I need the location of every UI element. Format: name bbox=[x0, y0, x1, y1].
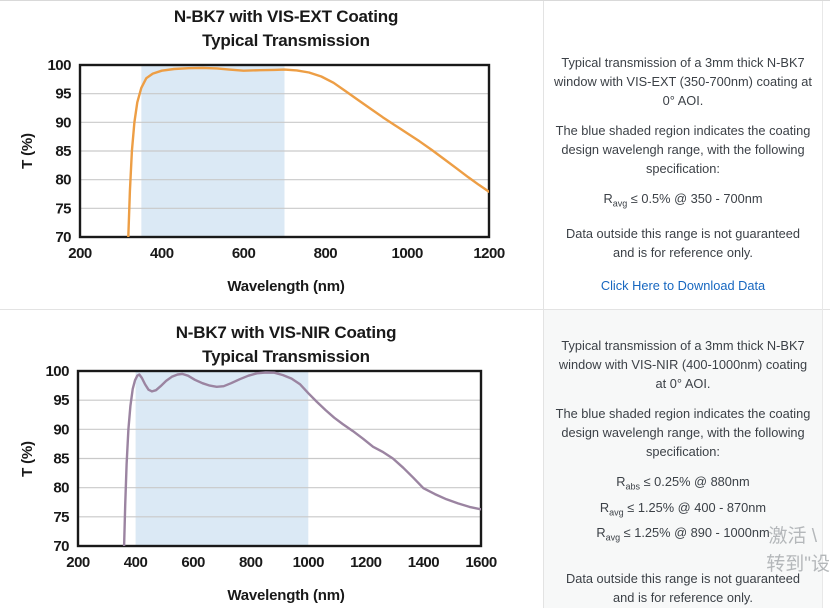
plot-border bbox=[78, 63, 491, 239]
spec-line: Ravg ≤ 1.25% @ 890 - 1000nm bbox=[596, 525, 770, 543]
panel-disclaimer: Data outside this range is not guarantee… bbox=[565, 570, 801, 605]
x-tick-label: 200 bbox=[66, 554, 90, 571]
chart-section-vis-ext: N-BK7 with VIS-EXT Coating Typical Trans… bbox=[0, 1, 543, 309]
x-tick-label: 1400 bbox=[408, 554, 440, 571]
chart-title-line1: N-BK7 with VIS-NIR Coating bbox=[175, 323, 397, 342]
y-tick-label: 80 bbox=[55, 172, 71, 189]
chart-section-vis-nir: N-BK7 with VIS-NIR Coating Typical Trans… bbox=[0, 309, 543, 608]
right-edge-divider bbox=[822, 1, 823, 608]
x-tick-label: 600 bbox=[232, 245, 256, 262]
download-data-link[interactable]: Click Here to Download Data bbox=[600, 277, 766, 293]
y-tick-label: 100 bbox=[45, 363, 69, 380]
spec-line: Ravg ≤ 0.5% @ 350 - 700nm bbox=[603, 191, 763, 209]
vis-nir-transmission-chart: 200 400 600 800 1000 1200 1400 1600 70 75 80 85 90 95… bbox=[45, 363, 497, 571]
x-tick-label: 1600 bbox=[465, 554, 497, 571]
panel-band-note: The blue shaded region indicates the coa… bbox=[555, 123, 811, 176]
y-tick-label: 70 bbox=[53, 538, 69, 555]
x-tick-label: 1200 bbox=[350, 554, 382, 571]
x-tick-label: 1000 bbox=[392, 245, 424, 262]
chart-title-vis-nir: N-BK7 with VIS-NIR Coating Typical Trans… bbox=[30, 321, 542, 369]
x-tick-label: 200 bbox=[68, 245, 92, 262]
horizontal-divider bbox=[0, 309, 830, 310]
x-tick-label: 400 bbox=[150, 245, 174, 262]
panel-description: Typical transmission of a 3mm thick N-BK… bbox=[554, 55, 812, 108]
plot-border bbox=[76, 369, 483, 548]
y-tick-label: 85 bbox=[55, 143, 71, 160]
y-tick-label: 75 bbox=[53, 509, 69, 526]
x-tick-label: 600 bbox=[181, 554, 205, 571]
y-axis-label: T (%) bbox=[19, 441, 36, 477]
y-tick-label: 95 bbox=[55, 86, 71, 103]
x-tick-label: 400 bbox=[124, 554, 148, 571]
y-tick-label: 100 bbox=[47, 57, 71, 74]
y-tick-label: 95 bbox=[53, 392, 69, 409]
y-tick-label: 70 bbox=[55, 229, 71, 246]
y-tick-label: 75 bbox=[55, 200, 71, 217]
y-tick-label: 80 bbox=[53, 480, 69, 497]
panel-band-note: The blue shaded region indicates the coa… bbox=[555, 406, 811, 459]
chart-title-line1: N-BK7 with VIS-EXT Coating bbox=[173, 7, 399, 26]
panel-description: Typical transmission of a 3mm thick N-BK… bbox=[558, 338, 808, 391]
x-axis-label: Wavelength (nm) bbox=[227, 278, 345, 295]
x-tick-label: 800 bbox=[239, 554, 263, 571]
info-panel-vis-nir: Typical transmission of a 3mm thick N-BK… bbox=[544, 309, 822, 608]
transmission-curve bbox=[127, 66, 489, 237]
x-tick-label: 800 bbox=[314, 245, 338, 262]
y-tick-label: 90 bbox=[53, 421, 69, 438]
chart-title-line2: Typical Transmission bbox=[202, 347, 370, 366]
panel-disclaimer: Data outside this range is not guarantee… bbox=[565, 225, 801, 260]
chart-title-line2: Typical Transmission bbox=[202, 31, 370, 50]
x-tick-label: 1000 bbox=[293, 554, 325, 571]
y-tick-label: 85 bbox=[53, 451, 69, 468]
vis-ext-transmission-chart: 200 400 600 800 1000 1200 70 75 80 85 90 95 100 bbox=[47, 57, 505, 262]
transmission-curve bbox=[122, 371, 481, 546]
spec-line: Rabs ≤ 0.25% @ 880nm bbox=[616, 474, 750, 492]
y-axis-label: T (%) bbox=[19, 133, 36, 169]
chart-title-vis-ext: N-BK7 with VIS-EXT Coating Typical Trans… bbox=[30, 5, 542, 53]
x-axis-label: Wavelength (nm) bbox=[227, 587, 345, 604]
vertical-divider bbox=[543, 1, 544, 608]
x-tick-label: 1200 bbox=[473, 245, 505, 262]
info-panel-vis-ext: Typical transmission of a 3mm thick N-BK… bbox=[544, 1, 822, 309]
spec-line: Ravg ≤ 1.25% @ 400 - 870nm bbox=[599, 499, 767, 518]
y-tick-label: 90 bbox=[55, 114, 71, 131]
